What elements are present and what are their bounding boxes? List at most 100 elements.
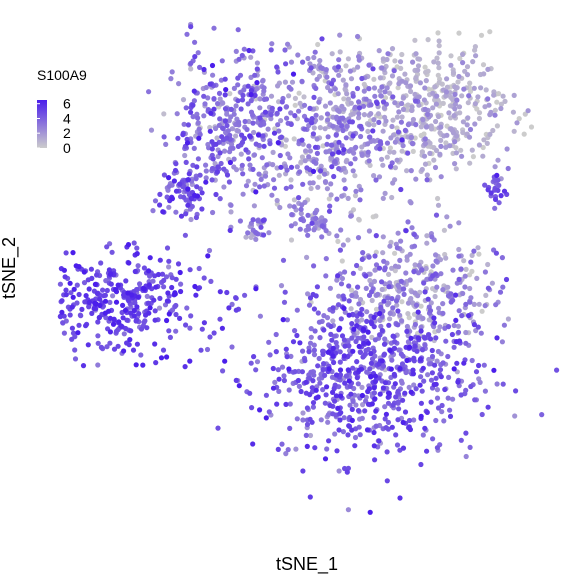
data-point: [345, 367, 352, 373]
data-point: [453, 292, 459, 298]
data-point: [318, 417, 324, 423]
data-point: [365, 141, 371, 147]
data-point: [323, 256, 329, 262]
data-point: [443, 140, 449, 146]
data-point: [211, 106, 217, 112]
data-point: [392, 58, 398, 64]
x-axis-title: tSNE_1: [276, 554, 338, 575]
data-point: [437, 151, 443, 157]
data-point: [262, 173, 269, 179]
data-point: [356, 216, 362, 222]
data-point: [346, 343, 352, 349]
data-point: [455, 79, 461, 85]
data-point: [215, 164, 221, 170]
data-point: [400, 143, 406, 149]
data-point: [317, 125, 323, 131]
data-point: [184, 305, 190, 311]
data-point: [122, 307, 129, 313]
data-point: [161, 111, 167, 117]
data-point: [440, 301, 446, 307]
data-point: [243, 147, 249, 153]
data-point: [373, 408, 379, 414]
data-point: [361, 334, 367, 340]
data-point: [436, 50, 442, 56]
data-point: [137, 281, 143, 287]
data-point: [330, 345, 336, 351]
data-point: [366, 158, 372, 164]
data-point: [95, 319, 101, 325]
data-point: [202, 101, 208, 107]
data-point: [446, 110, 452, 116]
data-point: [483, 292, 489, 298]
data-point: [283, 137, 289, 143]
data-point: [372, 267, 378, 273]
data-point: [469, 147, 475, 153]
data-point: [284, 354, 290, 360]
data-point: [253, 229, 259, 236]
data-point: [406, 384, 412, 390]
data-point: [359, 306, 365, 312]
data-point: [460, 119, 466, 125]
data-point: [342, 186, 348, 192]
data-point: [152, 273, 158, 279]
data-point: [357, 311, 363, 317]
data-point: [355, 33, 361, 40]
data-point: [292, 95, 298, 101]
data-point: [433, 417, 439, 424]
data-point: [395, 322, 401, 328]
data-point: [348, 100, 354, 106]
data-point: [249, 405, 255, 411]
data-point: [372, 93, 378, 99]
data-point: [387, 316, 393, 322]
data-point: [511, 128, 517, 134]
data-point: [221, 166, 227, 172]
data-point: [408, 88, 414, 95]
data-point: [251, 152, 258, 158]
data-point: [231, 111, 237, 117]
data-point: [263, 415, 269, 421]
data-point: [70, 330, 77, 336]
data-point: [248, 360, 254, 366]
data-point: [301, 94, 307, 100]
data-point: [281, 377, 287, 384]
data-point: [513, 388, 519, 394]
data-point: [449, 127, 455, 134]
data-point: [331, 359, 337, 366]
data-point: [356, 99, 362, 105]
data-point: [480, 62, 487, 68]
data-point: [453, 150, 459, 156]
data-point: [428, 300, 434, 306]
data-point: [310, 131, 316, 137]
data-point: [424, 111, 431, 117]
data-point: [352, 193, 359, 199]
data-point: [295, 52, 301, 58]
data-point: [467, 126, 474, 133]
data-point: [350, 398, 356, 404]
data-point: [483, 87, 489, 93]
data-point: [373, 306, 380, 312]
data-point: [426, 332, 432, 338]
data-point: [469, 252, 475, 258]
data-point: [351, 150, 357, 156]
data-point: [493, 250, 499, 256]
data-point: [375, 291, 381, 297]
data-point: [346, 148, 352, 154]
data-point: [278, 283, 285, 289]
data-point: [437, 130, 443, 136]
data-point: [435, 30, 441, 36]
data-point: [372, 253, 378, 259]
data-point: [213, 125, 219, 132]
data-point: [296, 195, 302, 201]
data-point: [133, 362, 139, 368]
data-point: [235, 98, 241, 104]
data-point: [459, 93, 465, 99]
data-point: [349, 119, 355, 125]
data-point: [76, 322, 82, 328]
data-point: [463, 340, 469, 346]
data-point: [63, 287, 69, 293]
data-point: [339, 333, 346, 339]
data-point: [299, 202, 305, 208]
data-point: [500, 381, 506, 387]
data-point: [451, 322, 457, 329]
